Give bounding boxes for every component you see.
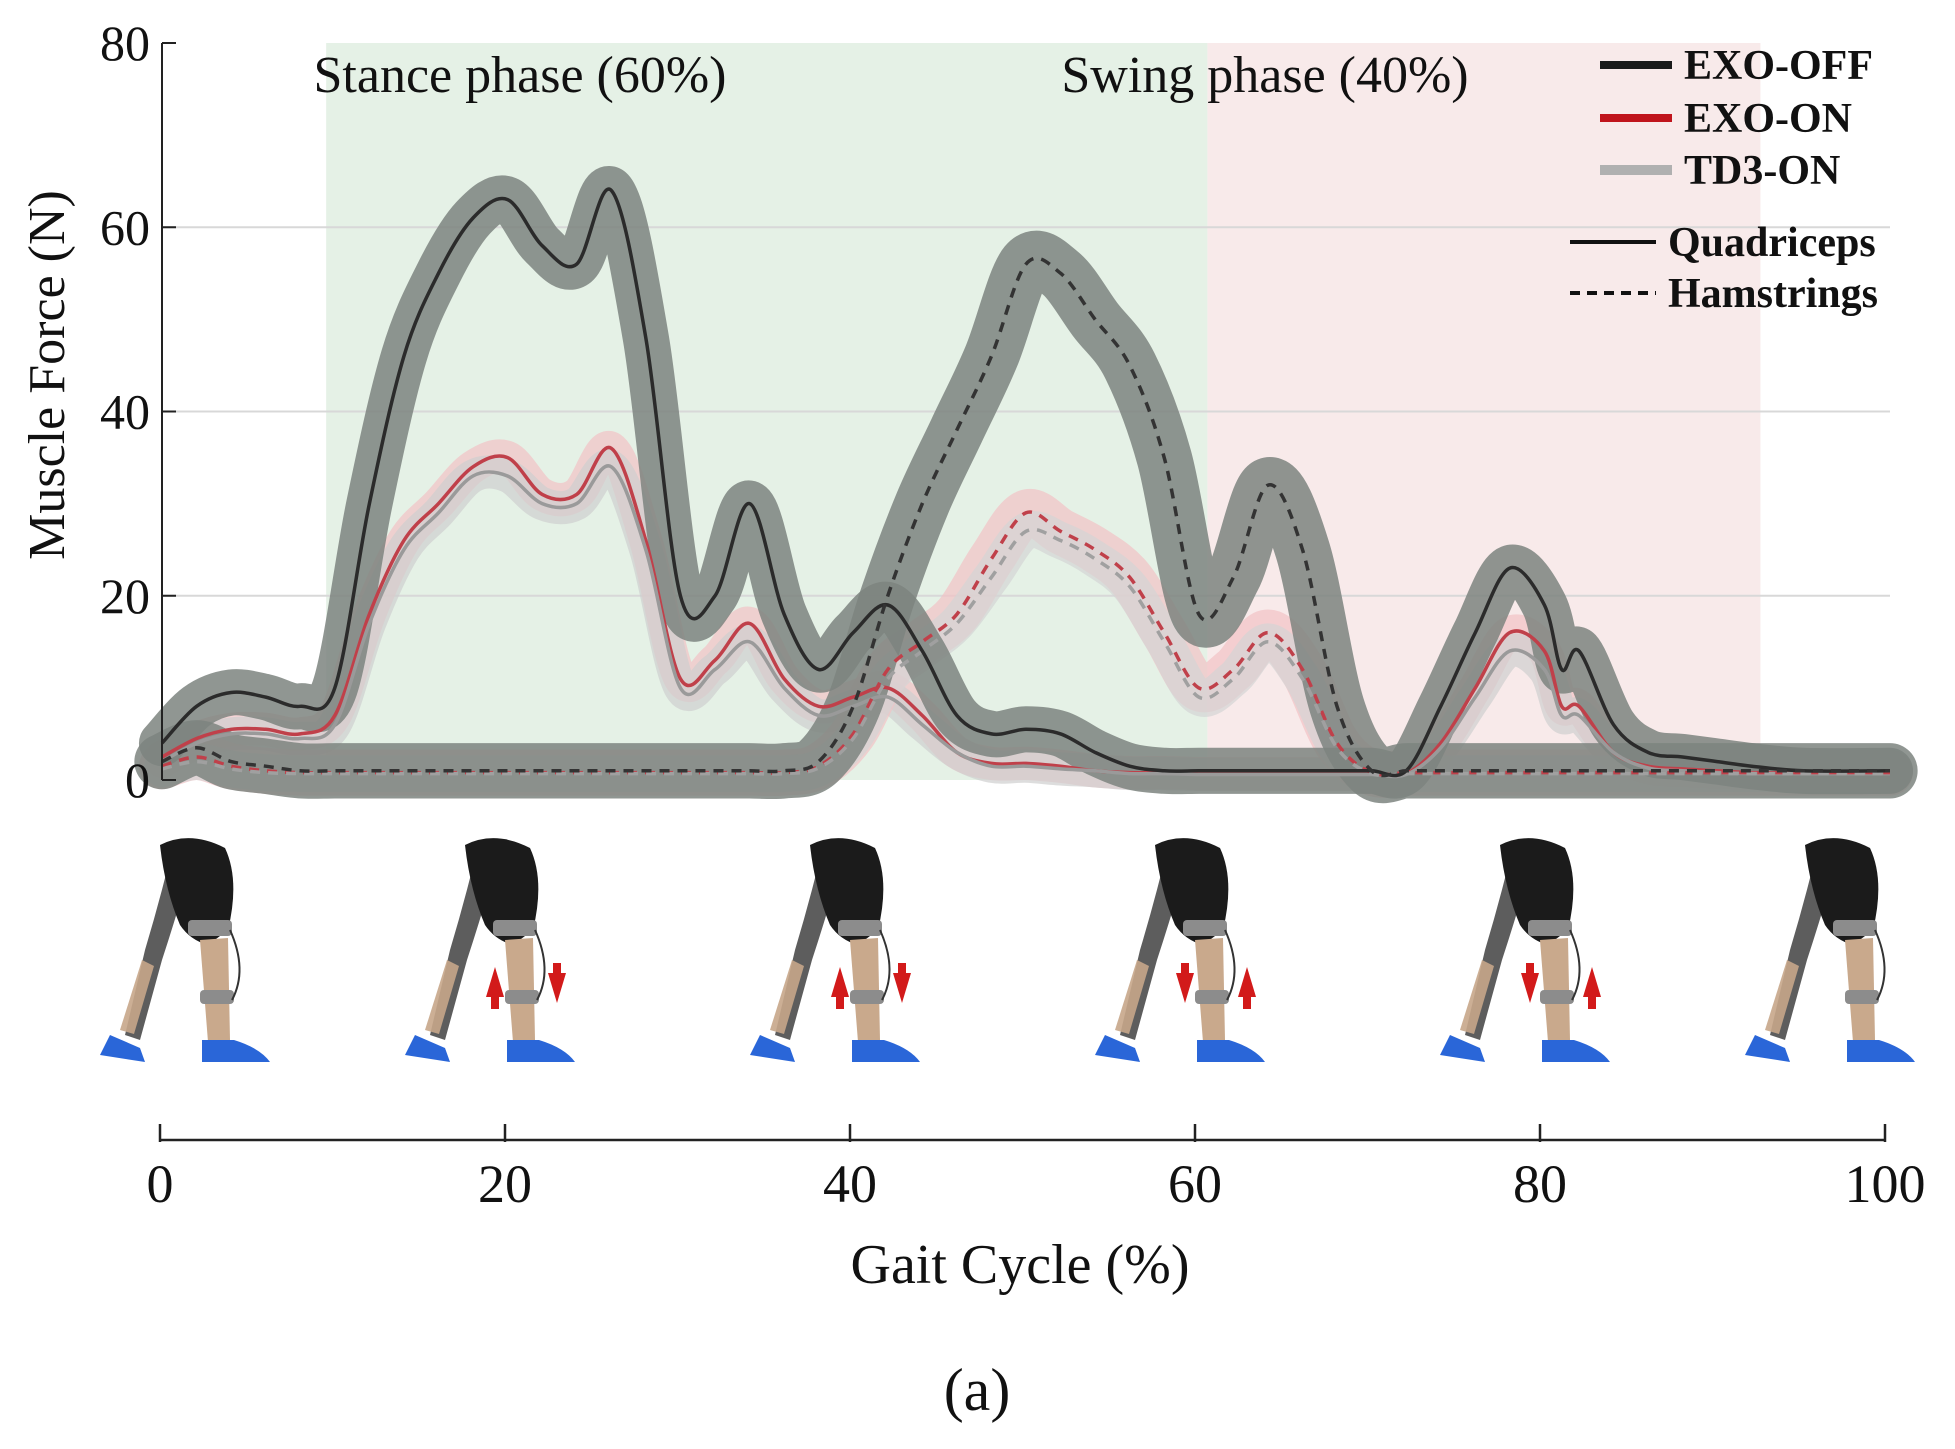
force-arrow-stem (491, 997, 499, 1009)
front-thigh-shape (810, 838, 884, 945)
legend-label-exo-on: EXO-ON (1684, 96, 1852, 142)
shank-brace-cuff (505, 990, 539, 1004)
force-arrow-stem (1181, 963, 1189, 975)
force-arrow-stem (553, 963, 561, 975)
front-foot-shape (852, 1040, 920, 1062)
back-shank-shape (1460, 960, 1494, 1034)
line-exo-on-quadriceps (161, 445, 1890, 778)
force-arrow-stem (1588, 997, 1596, 1009)
exo-cable (879, 929, 891, 1001)
front-thigh-shape (465, 838, 539, 945)
x-axis-ticks: 0 20 40 60 80 100 (147, 1124, 1926, 1214)
force-arrow-stem (898, 963, 906, 975)
stance-phase-label: Stance phase (60%) (314, 47, 727, 104)
back-shank-shape (425, 960, 459, 1034)
line-exo-off-quadriceps (160, 187, 1891, 778)
shank-brace-cuff (1540, 990, 1574, 1004)
front-thigh-shape (1500, 838, 1574, 945)
back-foot-shape (750, 1035, 795, 1062)
thigh-brace-cuff (1833, 920, 1877, 936)
x-axis-title: Gait Cycle (%) (851, 1234, 1190, 1296)
back-shank-shape (770, 960, 804, 1034)
force-arrow-up-icon (1583, 967, 1601, 997)
y-axis-title: Muscle Force (N) (19, 190, 76, 560)
x-tick-label-80: 80 (1513, 1154, 1567, 1214)
x-tick-label-100: 100 (1845, 1154, 1926, 1214)
y-tick-label-60: 60 (100, 199, 150, 255)
force-arrow-down-icon (1176, 973, 1194, 1003)
x-tick-label-40: 40 (823, 1154, 877, 1214)
front-foot-shape (507, 1040, 575, 1062)
shank-brace-cuff (1195, 990, 1229, 1004)
force-arrow-up-icon (1238, 967, 1256, 997)
exo-cable (229, 929, 241, 1001)
gait-figure-80 (1440, 838, 1610, 1062)
back-foot-shape (1095, 1035, 1140, 1062)
line-exo-on-hamstrings (161, 510, 1890, 777)
y-tick-label-40: 40 (100, 384, 150, 440)
shank-brace-cuff (200, 990, 234, 1004)
back-shank-shape (1115, 960, 1149, 1034)
shank-brace-cuff (850, 990, 884, 1004)
thigh-brace-cuff (838, 920, 882, 936)
gait-figure-20 (405, 838, 575, 1062)
legend-label-hamstrings: Hamstrings (1668, 271, 1878, 317)
force-arrow-up-icon (486, 967, 504, 997)
legend: EXO-OFF EXO-ON TD3-ON Quadriceps Hamstri… (1570, 43, 1878, 317)
back-foot-shape (1440, 1035, 1485, 1062)
front-foot-shape (1847, 1040, 1915, 1062)
exo-cable (534, 929, 546, 1001)
front-thigh-shape (1155, 838, 1229, 945)
gait-figure-100 (1745, 838, 1915, 1062)
y-tick-label-0: 0 (125, 752, 150, 808)
force-arrow-stem (836, 997, 844, 1009)
thigh-brace-cuff (1528, 920, 1572, 936)
legend-label-td3-on: TD3-ON (1684, 148, 1840, 194)
exo-cable (1874, 929, 1886, 1001)
y-tick-label-80: 80 (100, 15, 150, 71)
shank-brace-cuff (1845, 990, 1879, 1004)
force-arrow-stem (1243, 997, 1251, 1009)
force-arrow-down-icon (893, 973, 911, 1003)
thigh-brace-cuff (1183, 920, 1227, 936)
front-thigh-shape (160, 838, 234, 945)
y-axis-ticks: 0 20 40 60 80 (100, 15, 176, 808)
back-foot-shape (405, 1035, 450, 1062)
series-lines (160, 187, 1891, 779)
x-tick-label-60: 60 (1168, 1154, 1222, 1214)
back-shank-shape (120, 960, 154, 1034)
swing-phase-label: Swing phase (40%) (1061, 47, 1468, 104)
front-foot-shape (1542, 1040, 1610, 1062)
front-foot-shape (202, 1040, 270, 1062)
force-arrow-up-icon (831, 967, 849, 997)
legend-label-quadriceps: Quadriceps (1668, 220, 1876, 266)
y-tick-label-20: 20 (100, 568, 150, 624)
thigh-brace-cuff (493, 920, 537, 936)
x-tick-label-20: 20 (478, 1154, 532, 1214)
line-td3-on-quadriceps (161, 464, 1890, 779)
back-foot-shape (100, 1035, 145, 1062)
force-arrow-down-icon (548, 973, 566, 1003)
gait-illustrations (100, 838, 1915, 1062)
back-shank-shape (1765, 960, 1799, 1034)
legend-label-exo-off: EXO-OFF (1684, 43, 1873, 89)
back-foot-shape (1745, 1035, 1790, 1062)
front-foot-shape (1197, 1040, 1265, 1062)
force-arrow-down-icon (1521, 973, 1539, 1003)
exo-cable (1569, 929, 1581, 1001)
gait-figure-40 (750, 838, 920, 1062)
gait-figure-60 (1095, 838, 1265, 1062)
gait-figure-0 (100, 838, 270, 1062)
panel-label: (a) (944, 1357, 1011, 1423)
thigh-brace-cuff (188, 920, 232, 936)
exo-cable (1224, 929, 1236, 1001)
x-tick-label-0: 0 (147, 1154, 174, 1214)
front-thigh-shape (1805, 838, 1879, 945)
force-arrow-stem (1526, 963, 1534, 975)
line-exo-off-hamstrings (161, 256, 1890, 778)
